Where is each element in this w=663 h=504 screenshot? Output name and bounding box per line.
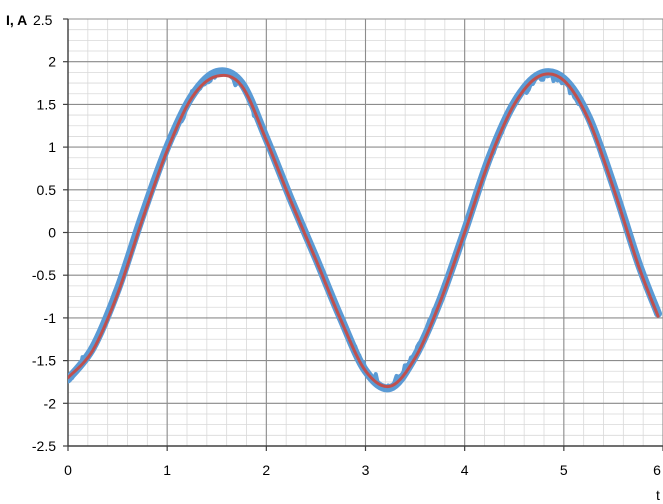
x-tick-label: 6 bbox=[653, 462, 661, 478]
x-axis-label: t bbox=[656, 487, 660, 503]
y-axis-label: I, A bbox=[6, 12, 27, 28]
fit-series bbox=[68, 72, 660, 389]
measured-series-noise bbox=[68, 67, 659, 392]
y-tick-label: -2.5 bbox=[32, 438, 56, 454]
y-tick-label: 0.5 bbox=[37, 182, 57, 198]
y-tick-label: 0 bbox=[48, 225, 56, 241]
y-tick-label: -0.5 bbox=[32, 267, 56, 283]
x-tick-label: 1 bbox=[163, 462, 171, 478]
y-tick-label: -1 bbox=[44, 310, 57, 326]
y-tick-labels: 2 1.5 1 0.5 0 -0.5 -1 -1.5 -2 -2.5 2.5 bbox=[32, 12, 56, 454]
y-tick-label: 2 bbox=[48, 54, 56, 70]
series-layer bbox=[68, 67, 663, 393]
x-tick-label: 5 bbox=[560, 462, 568, 478]
x-tick-labels: 0 1 2 3 4 5 6 bbox=[64, 462, 661, 478]
measured-series bbox=[68, 67, 663, 393]
x-tick-label: 3 bbox=[362, 462, 370, 478]
measured-series-line bbox=[68, 67, 663, 393]
y-tick-label: -1.5 bbox=[32, 353, 56, 369]
x-tick-label: 4 bbox=[461, 462, 469, 478]
y-tick-label: 1 bbox=[48, 139, 56, 155]
fit-series-line bbox=[68, 72, 660, 389]
x-tick-label: 0 bbox=[64, 462, 72, 478]
y-tick-label: 2.5 bbox=[33, 12, 53, 28]
y-tick-label: 1.5 bbox=[37, 96, 57, 112]
x-tick-label: 2 bbox=[262, 462, 270, 478]
y-tick-label: -2 bbox=[44, 395, 57, 411]
